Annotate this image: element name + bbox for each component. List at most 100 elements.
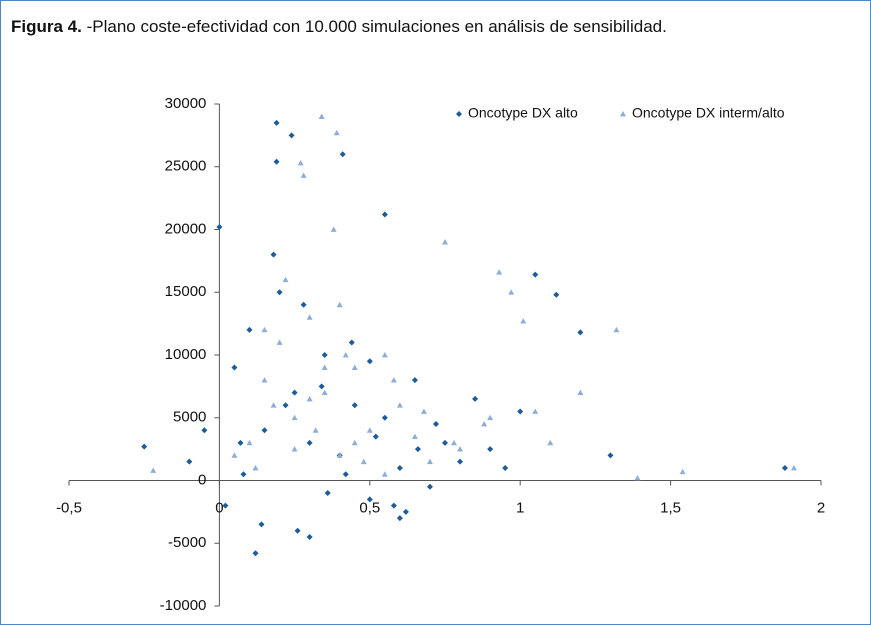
point <box>411 377 418 384</box>
point <box>372 433 379 440</box>
point <box>297 159 304 166</box>
point <box>390 502 397 509</box>
x-tick-label: 0 <box>215 499 223 516</box>
point <box>336 452 343 458</box>
point <box>360 458 367 465</box>
point <box>577 389 584 396</box>
legend-label: Oncotype DX interm/alto <box>632 105 785 121</box>
point <box>532 271 539 278</box>
point <box>532 408 539 414</box>
point <box>240 471 247 478</box>
point <box>306 314 313 320</box>
y-tick-label: -5000 <box>168 534 206 551</box>
point <box>150 467 157 473</box>
point <box>342 471 349 478</box>
point <box>273 158 280 165</box>
point <box>457 458 464 465</box>
point <box>231 364 238 371</box>
point <box>306 533 313 540</box>
point <box>366 496 373 503</box>
point <box>381 414 388 421</box>
point <box>381 211 388 218</box>
point <box>420 408 427 414</box>
point <box>517 408 524 415</box>
point <box>634 474 641 481</box>
point <box>613 326 620 333</box>
point <box>186 458 193 465</box>
point <box>481 421 488 427</box>
legend-marker <box>456 111 462 117</box>
point <box>270 402 277 408</box>
point <box>496 269 503 275</box>
point <box>351 364 358 370</box>
point <box>426 483 433 490</box>
point <box>276 339 283 345</box>
y-tick-label: 5000 <box>173 409 206 426</box>
point <box>318 113 325 119</box>
point <box>312 427 319 433</box>
point <box>502 464 509 471</box>
point <box>487 414 494 421</box>
point <box>333 129 340 136</box>
point <box>276 289 283 296</box>
point <box>396 515 403 522</box>
point <box>411 433 418 439</box>
point <box>330 226 337 232</box>
point <box>390 377 397 383</box>
point <box>402 508 409 515</box>
point <box>273 119 280 126</box>
point <box>318 383 325 390</box>
point <box>291 446 298 452</box>
point <box>520 318 527 324</box>
point <box>306 395 313 402</box>
point <box>396 402 403 408</box>
y-tick-label: 30000 <box>165 95 207 112</box>
point <box>472 395 479 402</box>
point <box>321 352 328 358</box>
point <box>252 464 259 471</box>
y-tick-label: 0 <box>198 471 206 488</box>
x-tick-label: 2 <box>817 499 825 516</box>
figure-title: Figura 4. -Plano coste-efectividad con 1… <box>11 17 667 37</box>
point <box>457 446 464 452</box>
x-tick-label: 1 <box>516 499 524 516</box>
point <box>252 550 259 557</box>
y-tick-label: 10000 <box>165 346 207 363</box>
point <box>451 439 458 446</box>
point <box>261 377 268 383</box>
point <box>366 427 373 433</box>
point <box>261 427 268 434</box>
point <box>396 464 403 471</box>
point <box>246 326 253 333</box>
point <box>679 468 686 475</box>
point <box>607 452 614 459</box>
legend-marker <box>620 111 626 117</box>
point <box>291 414 298 421</box>
y-tick-label: -10000 <box>160 597 207 614</box>
point <box>237 439 244 446</box>
point <box>547 439 554 446</box>
point <box>442 439 448 446</box>
point <box>294 527 301 534</box>
point <box>261 326 268 333</box>
point <box>282 402 289 409</box>
point <box>348 339 355 346</box>
y-tick-label: 15000 <box>165 283 207 300</box>
x-tick-label: -0,5 <box>56 499 82 516</box>
x-tick-label: 0,5 <box>359 499 380 516</box>
point <box>426 458 433 465</box>
point <box>381 471 388 477</box>
point <box>381 352 388 358</box>
point <box>324 490 331 497</box>
point <box>432 421 439 428</box>
point <box>222 502 229 509</box>
point <box>508 289 515 295</box>
point <box>366 358 373 365</box>
point <box>339 151 346 158</box>
point <box>291 389 298 396</box>
point <box>246 439 253 446</box>
point <box>336 301 343 308</box>
point <box>342 352 349 358</box>
